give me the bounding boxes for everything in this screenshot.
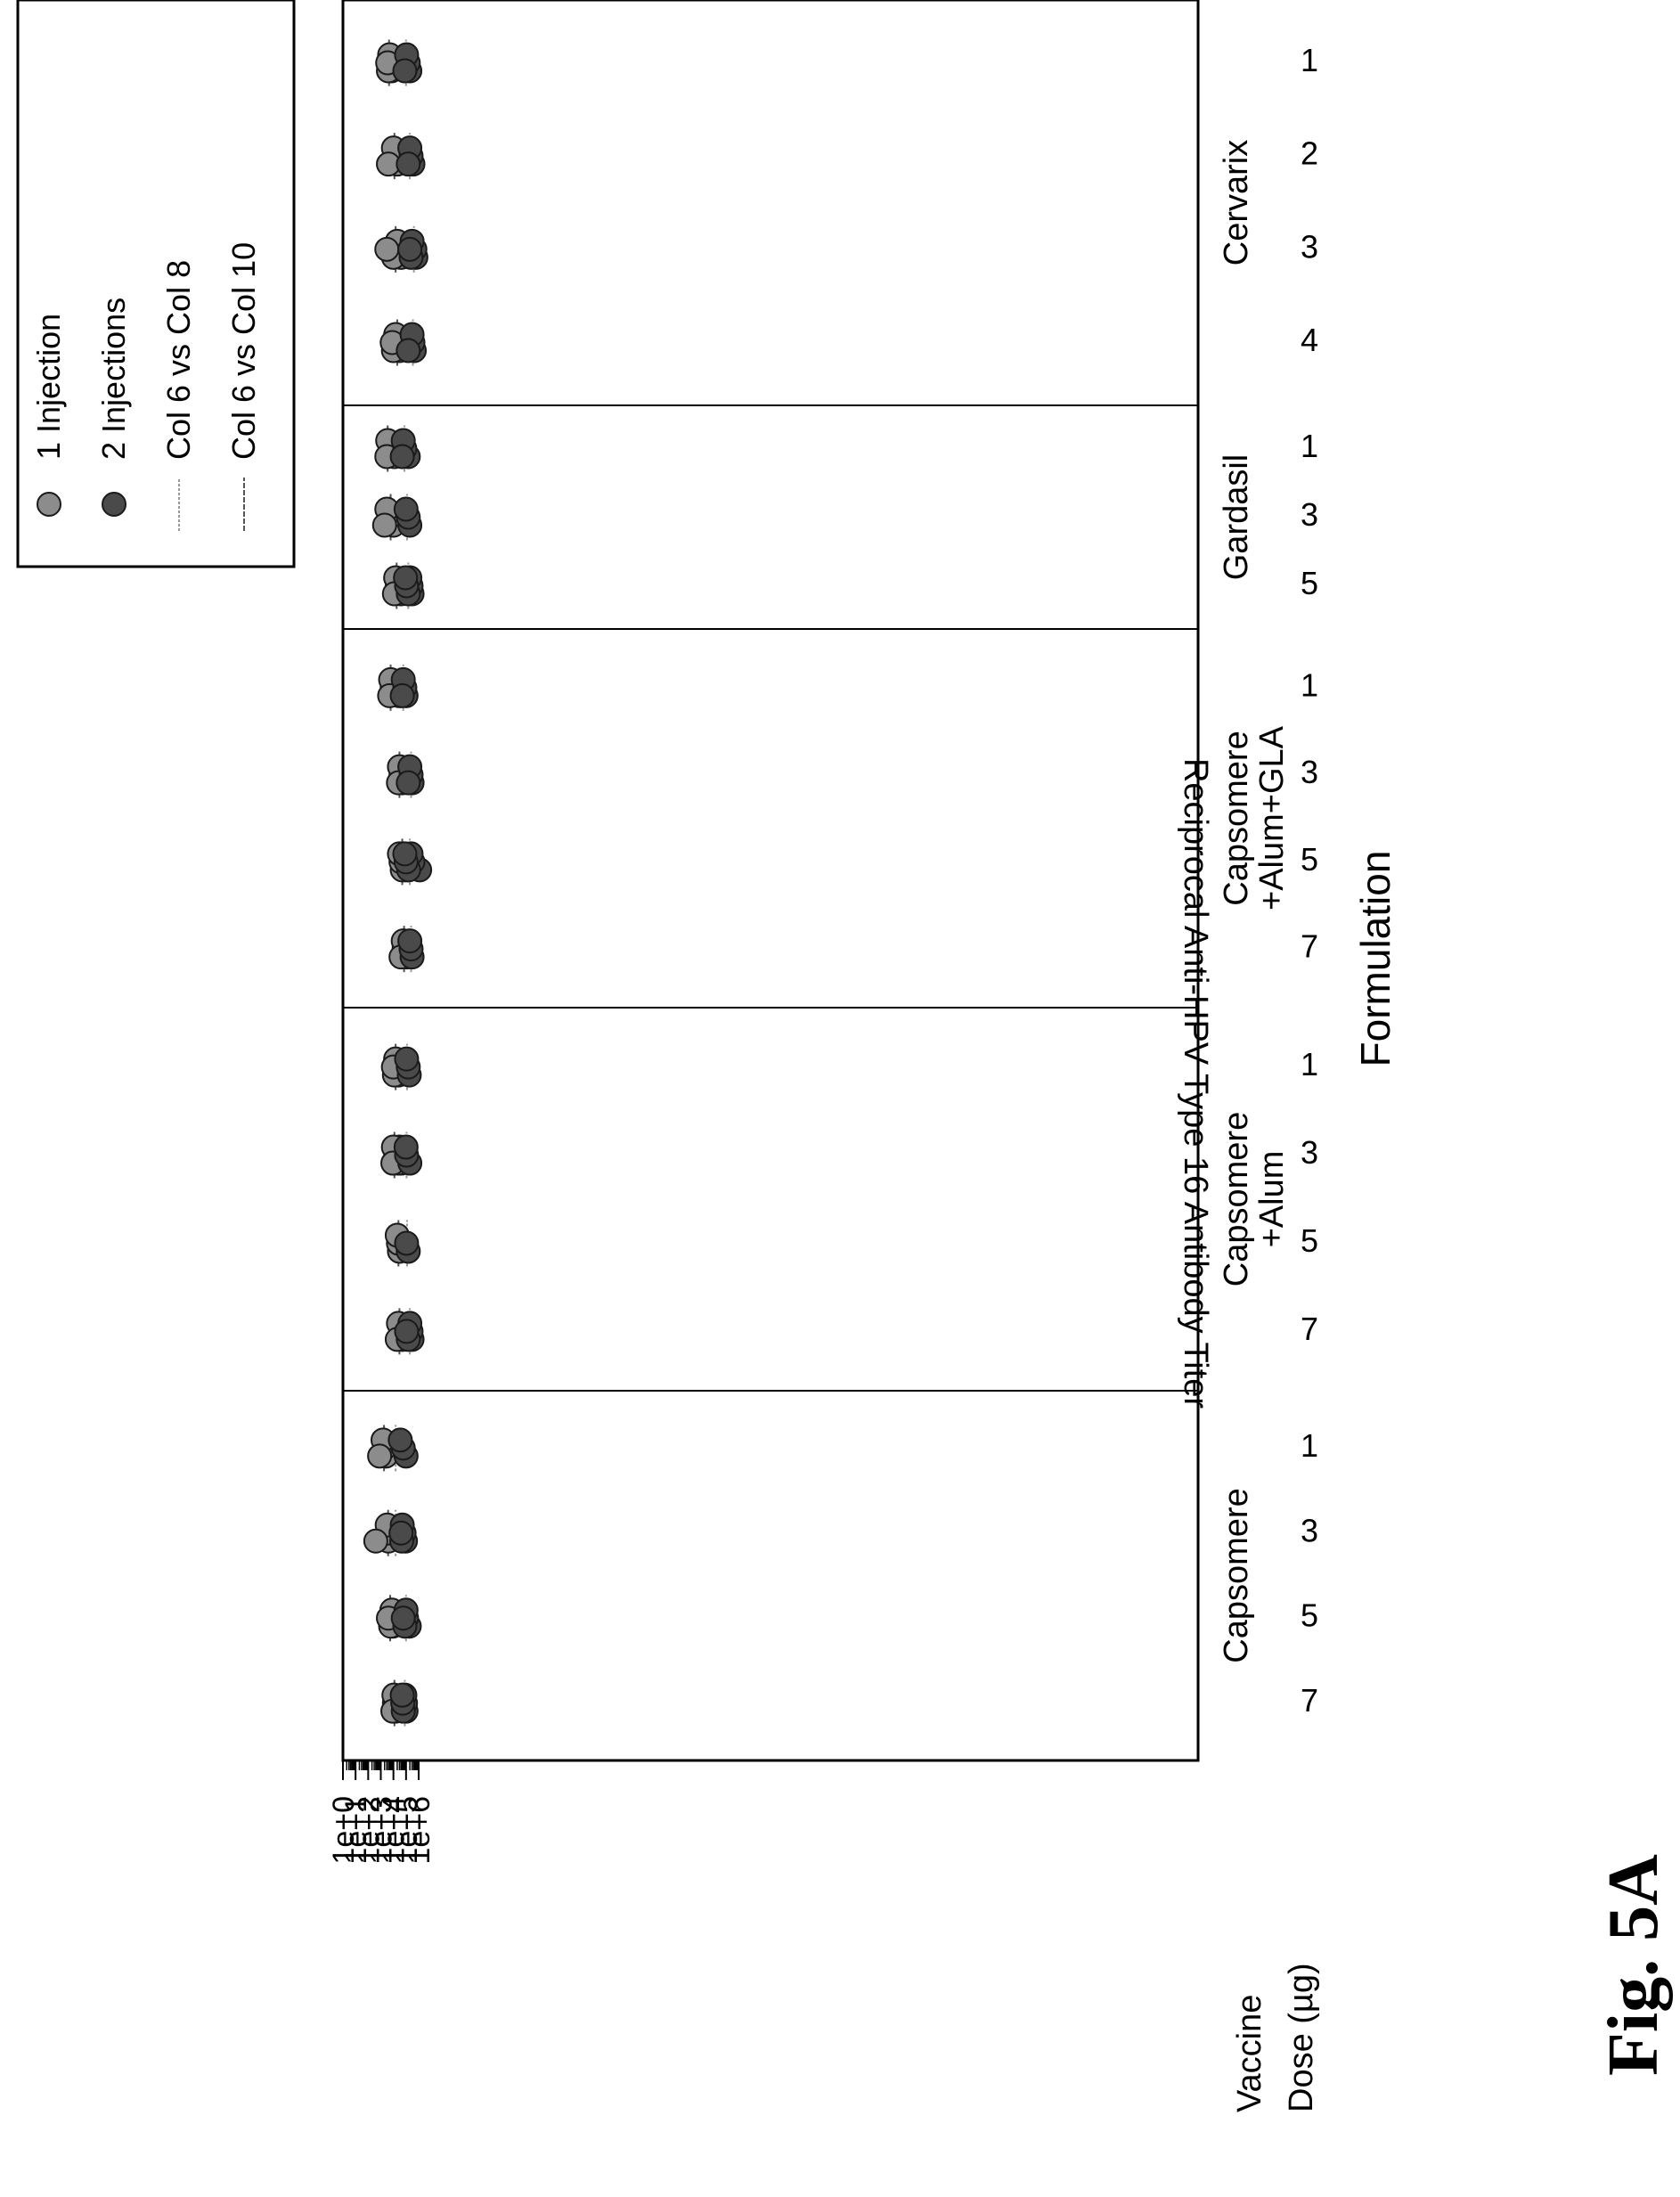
legend-label: Col 6 vs Col 10 [225,242,262,460]
data-point-two-injections [388,1520,414,1546]
data-point-two-injections [397,236,423,262]
data-point-two-injections [397,928,423,954]
legend-label: Col 6 vs Col 8 [160,260,197,460]
dose-tick-label: 3 [1301,754,1318,790]
data-point-one-injection [363,1528,388,1554]
chart: 1e+01e+11e+21e+31e+41e+51e+6 7 5 3 1 Capsome… [16,0,1399,2112]
y-tick-label: 1e+5 [390,1796,424,1865]
dose-tick-label: 7 [1301,1311,1318,1347]
plot-area [341,0,1200,1762]
legend-marker-one-injection [37,492,61,517]
data-point-two-injections [389,444,415,470]
dose-row-label: Dose (µg) [1283,1963,1320,2112]
x-axis-title: Formulation [1352,851,1399,1067]
dose-tick-label: 1 [1301,666,1318,703]
category-labels: 7531Capsomere7531Capsomere+Alum7531Capso… [1218,42,1318,1719]
data-point-one-injection [371,512,397,538]
data-point-two-injections [396,770,421,796]
data-point-two-injections [393,565,419,591]
dose-tick-label: 7 [1301,1682,1318,1719]
vaccine-group-label: Capsomere [1218,731,1255,905]
vaccine-group-label: +Alum [1253,1151,1291,1248]
data-point-two-injections [392,58,418,84]
dose-tick-label: 5 [1301,1222,1318,1259]
vaccine-group-label: Capsomere [1218,1488,1255,1662]
y-tick-label: 1e+3 [365,1796,399,1865]
dose-tick-label: 4 [1301,322,1318,358]
y-tick-label: 1e+2 [352,1796,386,1865]
dose-tick-label: 1 [1301,42,1318,78]
vaccine-group-label: Capsomere [1218,1112,1255,1286]
dose-tick-label: 3 [1301,496,1318,533]
dose-tick-label: 2 [1301,135,1318,172]
dose-tick-label: 5 [1301,841,1318,878]
data-point-two-injections [389,1682,415,1708]
y-tick-label: 1e+4 [378,1796,412,1865]
data-point-two-injections [394,1046,420,1072]
dose-tick-label: 1 [1301,428,1318,464]
dose-tick-label: 3 [1301,1134,1318,1171]
plot-frame [341,0,1200,1762]
legend-marker-two-injections [102,492,126,517]
y-axis: 1e+01e+11e+21e+31e+41e+51e+6 [327,1760,436,1865]
data-point-two-injections [394,1230,420,1256]
data-point-one-injection [374,236,400,262]
vaccine-row-label: Vaccine [1231,1995,1268,2112]
data-point-two-injections [393,496,419,522]
figure-label: Fig. 5A [1594,1854,1673,2076]
y-tick-label: 1e+6 [403,1796,436,1865]
vaccine-group-label: Cervarix [1218,140,1255,265]
data-point-two-injections [390,1605,416,1631]
data-point-two-injections [392,841,418,867]
data-point-two-injections [387,1427,413,1453]
legend-label: 2 Injections [95,298,132,460]
legend-frame [16,0,296,568]
vaccine-group-label: +Alum+GLA [1253,725,1291,911]
dose-tick-label: 1 [1301,1046,1318,1082]
data-point-one-injection [367,1443,393,1469]
y-tick-label: 1e+0 [327,1796,361,1865]
data-point-two-injections [396,151,421,177]
legend: 1 Injection 2 Injections Col 6 vs Col 8 Col… [16,0,296,568]
dose-tick-label: 5 [1301,565,1318,601]
dose-tick-label: 3 [1301,228,1318,265]
data-point-two-injections [396,338,421,363]
dose-tick-label: 5 [1301,1597,1318,1634]
y-axis-title: Reciprocal Anti-HPV Type 16 Antibody Tit… [1177,758,1214,1409]
dose-tick-label: 7 [1301,928,1318,965]
data-point-two-injections [389,682,415,708]
vaccine-group-label: Gardasil [1218,454,1255,581]
legend-label: 1 Injection [30,314,67,460]
dose-tick-label: 1 [1301,1427,1318,1464]
dose-tick-label: 3 [1301,1512,1318,1548]
data-point-two-injections [394,1319,420,1344]
data-point-two-injections [393,1134,419,1160]
y-tick-label: 1e+1 [339,1796,373,1865]
